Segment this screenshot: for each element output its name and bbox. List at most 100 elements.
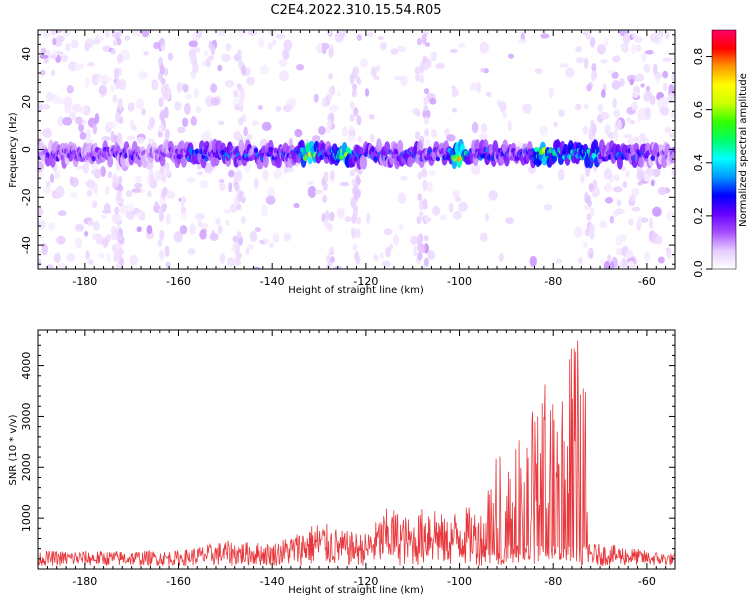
heatmap-noise-cell [106,253,111,263]
heatmap-noise-cell [192,46,201,53]
heatmap-noise-cell [41,104,51,110]
heatmap-noise-cell [75,116,83,125]
heatmap-stripe-cell [351,227,357,239]
heatmap-stripe-cell [419,74,425,84]
heatmap-noise-cell [225,42,232,52]
heatmap-noise-cell [611,71,619,79]
heatmap-noise-cell [238,30,245,38]
heatmap-noise-cell [507,119,512,132]
heatmap-noise-cell [625,249,634,259]
colorbar-label: Normalized spectral amplitude [738,73,749,227]
heatmap-noise-cell [365,212,371,225]
heatmap-noise-cell [616,119,622,131]
heatmap-noise-cell [649,33,660,42]
heatmap-noise-cell [93,168,102,179]
heatmap-noise-cell [373,254,379,261]
heatmap-noise-cell [662,70,669,79]
heatmap-noise-cell [227,256,235,268]
heatmap-noise-cell [336,207,345,219]
heatmap-band-cell [534,146,539,153]
heatmap-noise-cell [540,33,550,39]
heatmap-noise-cell [619,78,625,87]
heatmap-noise-cell [505,217,515,225]
heatmap-noise-cell [448,202,454,213]
heatmap-noise-cell [631,206,641,212]
heatmap-stripe-cell [117,97,123,110]
heatmap-noise-cell [186,177,196,183]
heatmap-noise-cell [60,58,69,63]
heatmap-noise-cell [666,210,675,222]
heatmap-noise-cell [52,37,57,46]
heatmap-noise-cell [57,116,64,127]
heatmap-noise-cell [260,204,269,217]
heatmap-noise-cell [557,169,565,181]
heatmap-noise-cell [135,98,145,110]
heatmap-noise-cell [86,62,95,67]
heatmap-noise-cell [614,208,625,215]
heatmap-noise-cell [92,220,100,231]
heatmap-noise-cell [84,230,89,237]
heatmap-noise-cell [369,133,375,143]
heatmap-stripe-cell [327,119,333,129]
heatmap-stripe-cell [110,48,116,55]
heatmap-noise-cell [136,136,145,144]
heatmap-stripe-cell [158,97,164,108]
heatmap-noise-cell [390,48,399,55]
heatmap-stripe-cell [235,242,241,252]
heatmap-band-cell [91,155,96,162]
heatmap-stripe-cell [327,92,333,101]
heatmap-noise-cell [173,231,183,243]
heatmap-band-cell [373,156,378,162]
heatmap-noise-cell [187,247,196,255]
heatmap-stripe-cell [417,172,423,180]
heatmap-noise-cell [43,58,49,64]
heatmap-noise-cell [116,53,123,64]
heatmap-noise-cell [63,96,73,106]
heatmap-noise-cell [245,247,250,256]
heatmap-noise-cell [246,244,255,250]
heatmap-noise-cell [313,93,319,103]
heatmap-noise-cell [91,39,100,45]
heatmap-noise-cell [366,31,374,38]
heatmap-stripe-cell [329,213,335,222]
heatmap-stripe-cell [351,178,357,187]
heatmap-stripe-cell [357,168,363,175]
heatmap-stripe-cell [356,188,362,199]
spectrogram-y-ticks: -40 -20 0 20 40 [20,34,675,265]
heatmap-noise-cell [616,199,622,207]
heatmap-stripe-cell [118,248,124,256]
heatmap-noise-cell [113,134,119,145]
heatmap-stripe-cell [158,123,164,133]
heatmap-noise-cell [635,44,642,53]
heatmap-noise-cell [599,258,604,264]
heatmap-noise-cell [42,128,52,138]
heatmap-noise-cell [125,203,135,212]
heatmap-noise-cell [471,163,481,175]
heatmap-stripe-cell [328,72,334,80]
heatmap-noise-cell [364,88,370,97]
heatmap-noise-cell [126,135,136,141]
heatmap-stripe-cell [234,181,240,192]
heatmap-stripe-cell [421,33,427,45]
heatmap-noise-cell [136,226,142,233]
heatmap-noise-cell [210,43,216,56]
heatmap-noise-cell [210,83,218,94]
heatmap-stripe-cell [355,75,361,83]
heatmap-noise-cell [565,67,575,78]
heatmap-stripe-cell [588,183,594,192]
heatmap-noise-cell [430,51,437,62]
heatmap-noise-cell [253,177,259,190]
heatmap-noise-cell [423,243,430,254]
heatmap-stripe-cell [112,39,118,46]
heatmap-noise-cell [471,121,479,134]
heatmap-stripe-cell [349,73,355,85]
heatmap-noise-cell [640,217,649,223]
heatmap-noise-cell [41,243,48,256]
heatmap-band-halo [638,157,645,168]
heatmap-noise-cell [458,42,466,48]
x-tick-label: -60 [638,275,656,288]
heatmap-band-cell [194,148,200,155]
heatmap-stripe-cell [238,85,244,93]
heatmap-noise-cell [294,128,303,138]
heatmap-stripe-cell [321,97,327,108]
